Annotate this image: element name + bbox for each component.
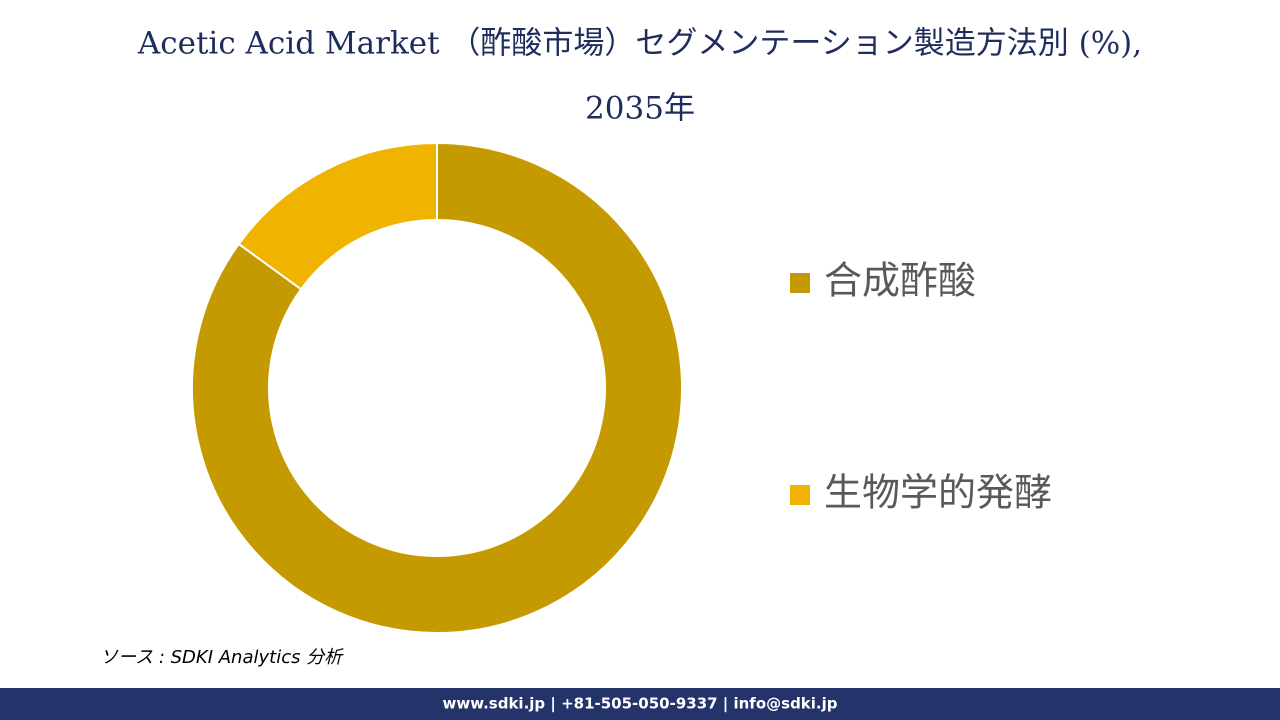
footer: www.sdki.jp | +81-505-050-9337 | info@sd…	[442, 695, 837, 714]
chart-title: 2035年	[585, 91, 695, 127]
legend-label: 生物学的発酵	[824, 471, 1052, 515]
chart-title: Acetic Acid Market （酢酸市場）セグメンテーション製造方法別 …	[137, 26, 1142, 62]
legend-label: 合成酢酸	[824, 259, 976, 303]
donut-slice	[191, 141, 683, 634]
legend-swatch	[790, 273, 810, 293]
legend-swatch	[790, 485, 810, 505]
footer-bar	[0, 688, 1280, 720]
donut-slice	[237, 141, 438, 291]
source: ソース : SDKI Analytics 分析	[100, 647, 344, 668]
